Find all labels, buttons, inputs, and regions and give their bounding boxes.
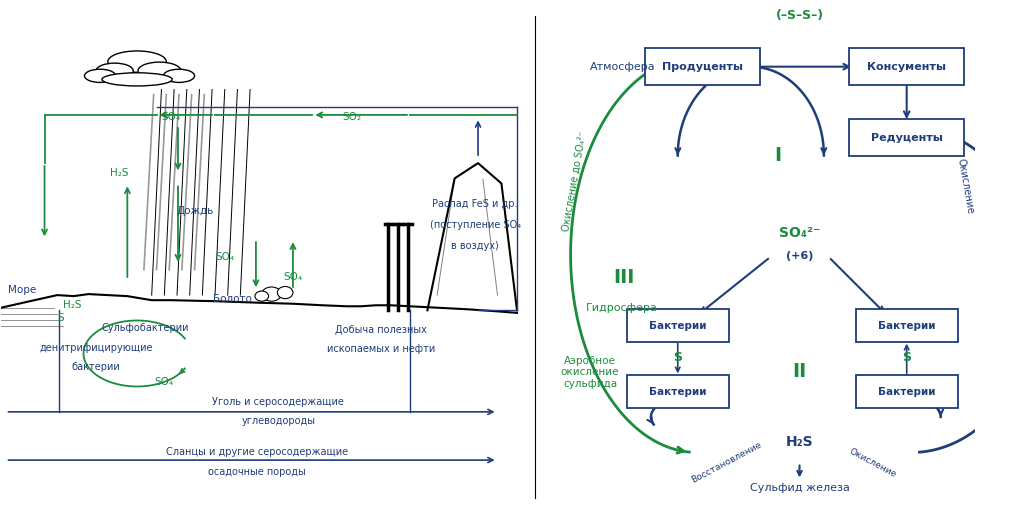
Text: H₂S: H₂S — [786, 435, 813, 449]
Text: Консументы: Консументы — [867, 62, 947, 72]
FancyBboxPatch shape — [855, 309, 958, 342]
Text: SO₄: SO₄ — [162, 112, 181, 123]
Ellipse shape — [164, 69, 194, 82]
Text: S: S — [902, 351, 912, 364]
FancyBboxPatch shape — [849, 48, 964, 85]
Text: SO₂: SO₂ — [342, 112, 361, 123]
Text: SO₄: SO₄ — [283, 272, 303, 282]
Text: Добыча полезных: Добыча полезных — [334, 325, 427, 334]
FancyBboxPatch shape — [855, 375, 958, 408]
Text: (поступление SO₄: (поступление SO₄ — [429, 220, 521, 230]
Ellipse shape — [96, 63, 133, 78]
Text: Редуценты: Редуценты — [871, 133, 943, 143]
Text: Окисление: Окисление — [955, 157, 974, 214]
Text: осадочные породы: осадочные породы — [208, 467, 306, 477]
Text: III: III — [613, 268, 635, 287]
Text: (–S–S–): (–S–S–) — [776, 10, 823, 22]
Text: Сульфид железа: Сульфид железа — [749, 483, 850, 493]
FancyBboxPatch shape — [627, 309, 729, 342]
Text: Сланцы и другие серосодержащие: Сланцы и другие серосодержащие — [166, 447, 348, 458]
Text: SO₄²⁻: SO₄²⁻ — [779, 226, 820, 240]
Text: Дождь: Дождь — [177, 206, 214, 216]
Text: Окисление: Окисление — [848, 446, 897, 479]
Text: Море: Море — [8, 285, 36, 295]
Text: Гидросфера: Гидросфера — [587, 303, 659, 313]
Text: SO₄: SO₄ — [154, 377, 174, 387]
Text: Распад FeS и др.: Распад FeS и др. — [432, 199, 518, 209]
Text: ископаемых и нефти: ископаемых и нефти — [326, 344, 434, 354]
Ellipse shape — [261, 287, 281, 301]
Ellipse shape — [278, 287, 293, 299]
Text: Бактерии: Бактерии — [649, 321, 707, 330]
Text: Уголь и серосодержащие: Уголь и серосодержащие — [212, 397, 345, 407]
Text: H₂S: H₂S — [110, 168, 129, 178]
FancyBboxPatch shape — [849, 120, 964, 156]
Text: денитрифицирующие: денитрифицирующие — [39, 343, 153, 353]
Text: Продуценты: Продуценты — [662, 62, 743, 72]
Text: углеводороды: углеводороды — [242, 416, 315, 426]
Text: Атмосфера: Атмосфера — [590, 62, 655, 72]
Ellipse shape — [255, 291, 269, 301]
Text: Окисление до SO₄²⁻: Окисление до SO₄²⁻ — [561, 130, 589, 232]
FancyBboxPatch shape — [627, 375, 729, 408]
Text: Бактерии: Бактерии — [878, 386, 935, 397]
Ellipse shape — [84, 69, 115, 82]
Ellipse shape — [102, 73, 172, 86]
Text: Болото: Болото — [213, 294, 252, 304]
Text: (+6): (+6) — [786, 250, 813, 261]
Text: S: S — [673, 351, 682, 364]
Ellipse shape — [108, 51, 167, 72]
Text: Аэробное
окисление
сульфида: Аэробное окисление сульфида — [561, 356, 619, 389]
Text: II: II — [792, 362, 807, 381]
Ellipse shape — [138, 62, 181, 79]
Text: S: S — [58, 313, 65, 323]
Text: I: I — [775, 146, 782, 165]
FancyBboxPatch shape — [644, 48, 759, 85]
Text: в воздух): в воздух) — [452, 241, 499, 251]
Text: Бактерии: Бактерии — [649, 386, 707, 397]
Text: SO₄: SO₄ — [215, 252, 235, 262]
Text: Сульфобактерии: Сульфобактерии — [101, 323, 188, 333]
Text: бактерии: бактерии — [72, 362, 120, 372]
Text: Бактерии: Бактерии — [878, 321, 935, 330]
Text: H₂S: H₂S — [63, 300, 81, 310]
Text: Восстановление: Восстановление — [689, 440, 764, 485]
